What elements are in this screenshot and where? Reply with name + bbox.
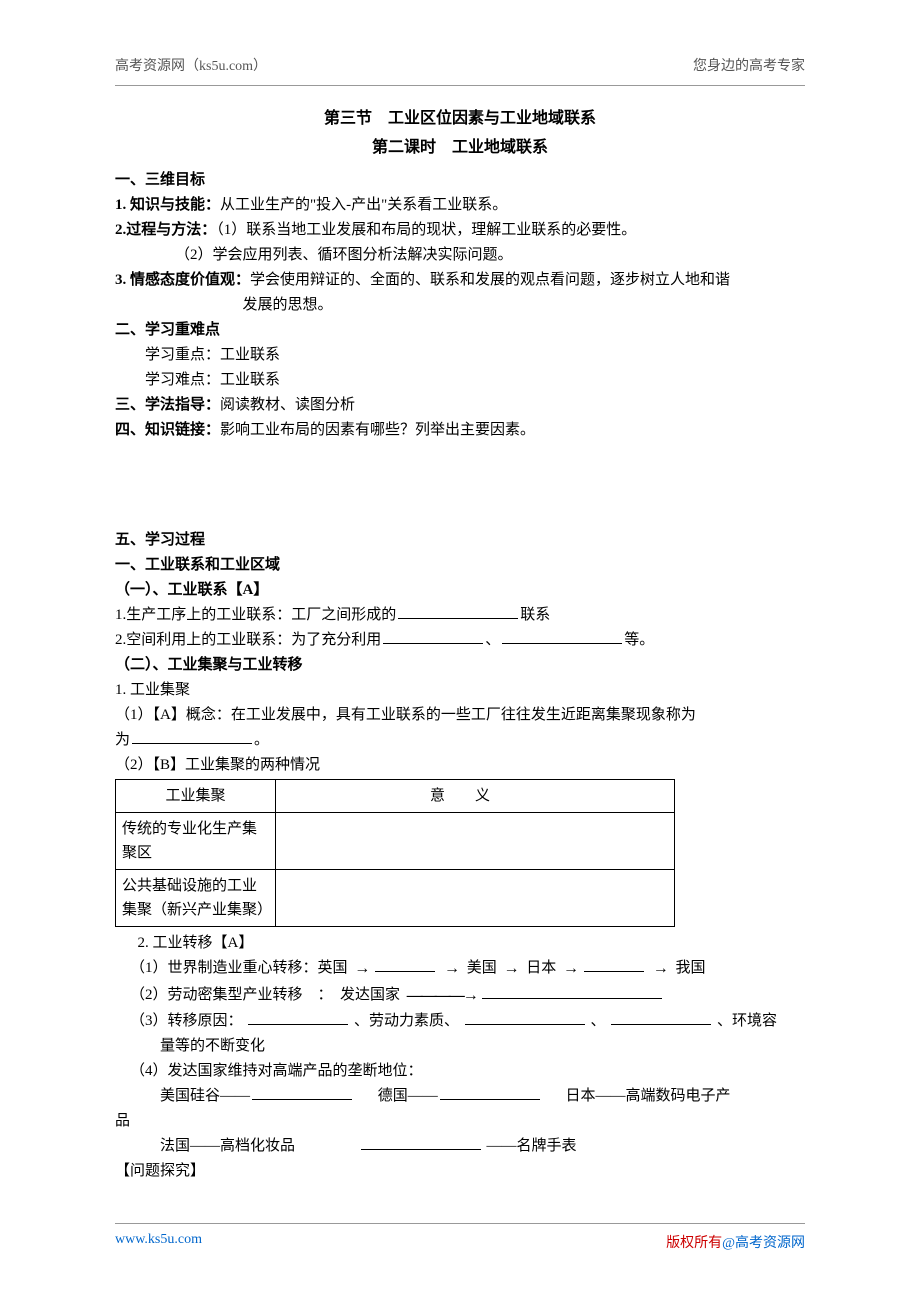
blank-field[interactable]	[398, 604, 518, 619]
table-row1-value[interactable]	[276, 813, 675, 870]
table-header-col2: 意义	[276, 780, 675, 813]
fill-blank-3: （1）【A】概念：在工业发展中，具有工业联系的一些工厂往往发生近距离集聚现象称为	[115, 703, 805, 727]
title-main: 第三节 工业区位因素与工业地域联系	[115, 106, 805, 132]
arrow-icon: →	[504, 956, 520, 982]
footer-link[interactable]: @高考资源网	[722, 1236, 805, 1251]
s5-2-1-2: （2）【B】工业集聚的两种情况	[115, 753, 805, 777]
arrow-long-icon: ————→	[407, 983, 477, 1009]
blank-field[interactable]	[584, 957, 644, 972]
s5-sub1: 一、工业联系和工业区域	[115, 553, 805, 577]
page-header: 高考资源网（ks5u.com） 您身边的高考专家	[115, 0, 805, 86]
title-sub: 第二课时 工业地域联系	[115, 135, 805, 161]
footer-copyright: 版权所有@高考资源网	[666, 1232, 805, 1252]
footer-url: www.ks5u.com	[115, 1232, 202, 1252]
transfer-1: （1）世界制造业重心转移：英国 → → 美国 → 日本 → → 我国	[115, 956, 805, 982]
fill-blank-3b: 为。	[115, 728, 805, 752]
table-header-col1: 工业集聚	[116, 780, 276, 813]
transfer-3b: 量等的不断变化	[115, 1034, 805, 1058]
s5-sub1-1: （一）、工业联系【A】	[115, 578, 805, 602]
s5-2-2: 2. 工业转移【A】	[115, 931, 805, 955]
section-2-head: 二、学习重难点	[115, 318, 805, 342]
section-1-head: 一、三维目标	[115, 168, 805, 192]
header-right: 您身边的高考专家	[693, 55, 805, 75]
table-row1-label: 传统的专业化生产集聚区	[116, 813, 276, 870]
fill-blank-1: 1.生产工序上的工业联系：工厂之间形成的联系	[115, 603, 805, 627]
blank-space	[115, 443, 805, 528]
arrow-icon: →	[354, 956, 370, 982]
blank-field[interactable]	[361, 1135, 481, 1150]
blank-field[interactable]	[252, 1085, 352, 1100]
arrow-icon: →	[563, 956, 579, 982]
transfer-4-1: 美国硅谷—— 德国—— 日本——高端数码电子产	[115, 1084, 805, 1108]
s5-2-1: 1. 工业集聚	[115, 678, 805, 702]
document-body: 第三节 工业区位因素与工业地域联系 第二课时 工业地域联系 一、三维目标 1. …	[0, 86, 920, 1183]
s1-item-1: 1. 知识与技能：从工业生产的"投入-产出"关系看工业联系。	[115, 193, 805, 217]
agglomeration-table: 工业集聚 意义 传统的专业化生产集聚区 公共基础设施的工业集聚（新兴产业集聚）	[115, 779, 675, 927]
transfer-4-2: 品	[115, 1109, 805, 1133]
s2-item-2: 学习难点：工业联系	[115, 368, 805, 392]
transfer-4: （4）发达国家维持对高端产品的垄断地位：	[115, 1059, 805, 1083]
inquiry-label: 【问题探究】	[115, 1159, 805, 1183]
arrow-icon: →	[653, 956, 669, 982]
section-3: 三、学法指导：阅读教材、读图分析	[115, 393, 805, 417]
transfer-2: （2）劳动密集型产业转移 ： 发达国家 ————→	[115, 983, 805, 1009]
section-5-head: 五、学习过程	[115, 528, 805, 552]
s2-item-1: 学习重点：工业联系	[115, 343, 805, 367]
blank-field[interactable]	[482, 984, 662, 999]
s5-sub1-2: （二）、工业集聚与工业转移	[115, 653, 805, 677]
table-row2-value[interactable]	[276, 870, 675, 927]
section-4: 四、知识链接：影响工业布局的因素有哪些？列举出主要因素。	[115, 418, 805, 442]
table-row2-label: 公共基础设施的工业集聚（新兴产业集聚）	[116, 870, 276, 927]
blank-field[interactable]	[465, 1010, 585, 1025]
blank-field[interactable]	[248, 1010, 348, 1025]
blank-field[interactable]	[132, 729, 252, 744]
s1-item-3b: 发展的思想。	[115, 293, 805, 317]
arrow-icon: →	[444, 956, 460, 982]
blank-field[interactable]	[611, 1010, 711, 1025]
blank-field[interactable]	[383, 629, 483, 644]
blank-field[interactable]	[502, 629, 622, 644]
page-footer: www.ks5u.com 版权所有@高考资源网	[115, 1223, 805, 1252]
transfer-3: （3）转移原因： 、劳动力素质、 、 、环境容	[115, 1009, 805, 1033]
s1-item-2b: （2）学会应用列表、循环图分析法解决实际问题。	[115, 243, 805, 267]
s1-item-3: 3. 情感态度价值观：学会使用辩证的、全面的、联系和发展的观点看问题，逐步树立人…	[115, 268, 805, 292]
fill-blank-2: 2.空间利用上的工业联系：为了充分利用、等。	[115, 628, 805, 652]
header-left: 高考资源网（ks5u.com）	[115, 55, 267, 75]
blank-field[interactable]	[440, 1085, 540, 1100]
s1-item-2: 2.过程与方法：（1）联系当地工业发展和布局的现状，理解工业联系的必要性。	[115, 218, 805, 242]
blank-field[interactable]	[375, 957, 435, 972]
transfer-4-3: 法国——高档化妆品 ——名牌手表	[115, 1134, 805, 1158]
